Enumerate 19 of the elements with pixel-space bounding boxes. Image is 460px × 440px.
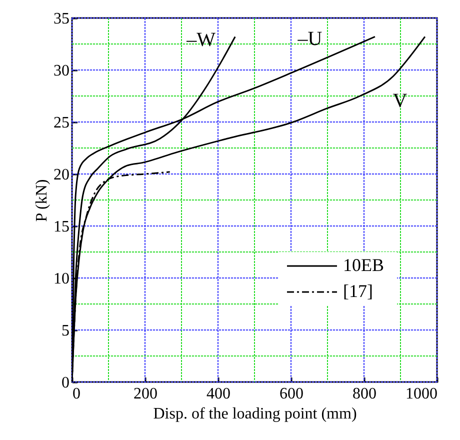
- legend-label: [17]: [343, 281, 373, 301]
- y-tick-label: 0: [62, 374, 70, 392]
- x-tick-label: 1000: [406, 386, 438, 402]
- y-tick-label: 35: [54, 10, 70, 28]
- x-tick-label: 600: [280, 386, 304, 402]
- y-axis-title: P (kN): [34, 179, 50, 222]
- annotation: V: [392, 90, 408, 112]
- y-tick-label: 15: [54, 218, 70, 236]
- legend-label: 10EB: [343, 255, 384, 275]
- y-tick-label: 20: [54, 166, 70, 184]
- y-tick-label: 5: [62, 322, 70, 340]
- x-tick-label: 800: [352, 386, 376, 402]
- x-tick-label: 0: [72, 386, 80, 402]
- y-tick-label: 30: [54, 62, 70, 80]
- x-tick-label: 400: [206, 386, 230, 402]
- x-axis-title: Disp. of the loading point (mm): [153, 406, 357, 422]
- y-tick-label: 25: [54, 114, 70, 132]
- x-tick-label: 200: [134, 386, 158, 402]
- y-tick-label: 10: [54, 270, 70, 288]
